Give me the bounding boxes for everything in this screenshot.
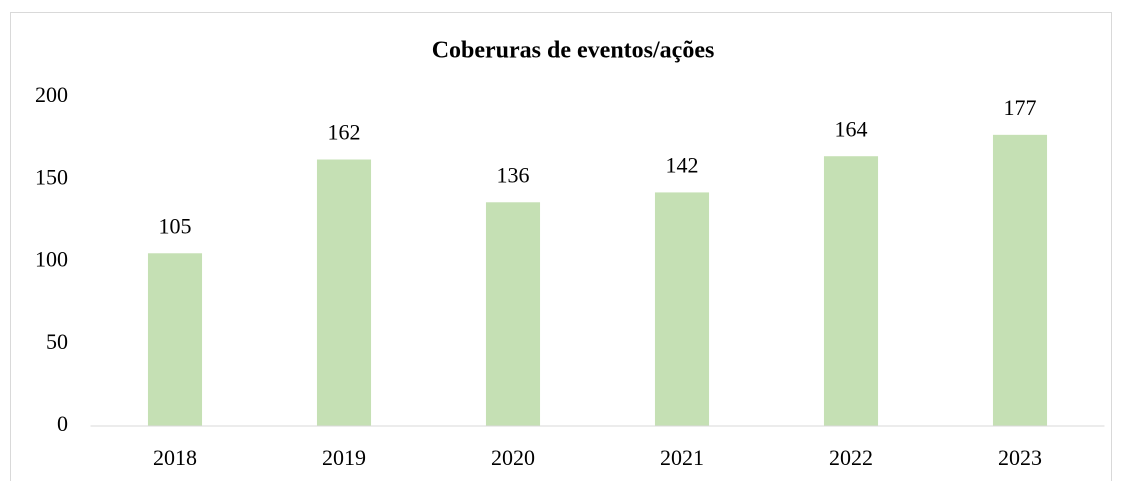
y-tick-label: 200 [35,82,68,107]
y-tick-label: 100 [35,247,68,272]
bar [992,134,1048,426]
x-tick-label: 2020 [491,445,535,470]
chart-title: Coberuras de eventos/ações [432,38,715,64]
bar [823,156,879,426]
data-label: 105 [159,213,192,238]
y-tick-label: 50 [46,329,68,354]
data-label: 164 [835,116,868,141]
y-tick-label: 0 [57,411,68,436]
bar [485,202,541,426]
x-tick-label: 2018 [153,445,197,470]
bar [147,253,203,426]
x-tick-label: 2022 [829,445,873,470]
y-tick-label: 150 [35,164,68,189]
x-tick-label: 2019 [322,445,366,470]
data-label: 162 [328,120,361,145]
bar [654,192,710,426]
data-label: 142 [666,152,699,177]
data-label: 136 [497,162,530,187]
bar [316,159,372,426]
x-tick-label: 2023 [998,445,1042,470]
x-tick-label: 2021 [660,445,704,470]
data-label: 177 [1004,95,1037,120]
